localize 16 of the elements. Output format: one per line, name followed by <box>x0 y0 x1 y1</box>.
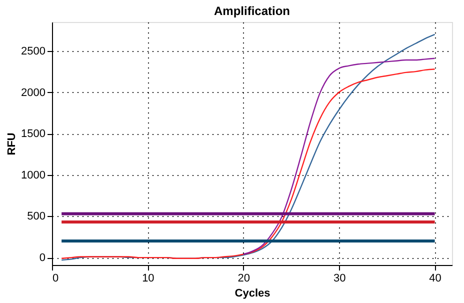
x-tick-label: 10 <box>142 272 154 284</box>
line-series <box>60 68 436 259</box>
y-tick-label: 500 <box>27 210 46 223</box>
x-tick-label: 20 <box>238 272 250 284</box>
line-series <box>242 58 436 255</box>
y-tick-label: 1000 <box>21 169 46 182</box>
y-tick-label: 1500 <box>21 128 46 140</box>
y-tick-label: 2500 <box>21 45 46 58</box>
x-axis-title: Cycles <box>234 288 270 300</box>
y-axis-title: RFU <box>6 132 18 156</box>
chart-title: Amplification <box>214 4 290 18</box>
y-tick-label: 0 <box>39 252 46 264</box>
x-tick-label: 30 <box>333 272 346 284</box>
x-tick-label: 0 <box>52 272 59 284</box>
x-tick-label: 40 <box>429 272 442 284</box>
y-tick-label: 2000 <box>21 86 46 99</box>
